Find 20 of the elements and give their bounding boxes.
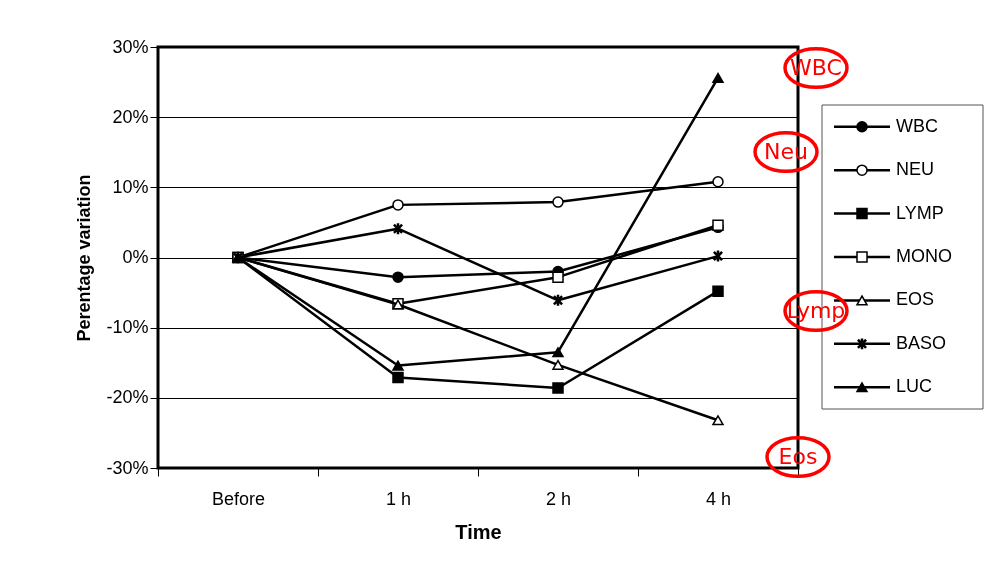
y-tick-label: 30% <box>112 36 149 57</box>
y-tick-label: -10% <box>106 317 149 338</box>
x-tick-label: 1 h <box>385 488 412 509</box>
y-tick-label: 20% <box>112 106 149 127</box>
y-tick-label: -20% <box>106 387 149 408</box>
y-tick-label: -30% <box>106 457 149 478</box>
y-tick-label: 10% <box>112 176 149 197</box>
legend-label: MONO <box>896 246 952 266</box>
legend-label: EOS <box>896 289 935 310</box>
y-tick-label: 0% <box>122 247 149 267</box>
legend-label: NEU <box>896 159 935 180</box>
x-tick-label: 4 h <box>705 488 732 509</box>
x-axis-title: Time <box>455 520 502 543</box>
x-tick-label: 2 h <box>545 488 572 509</box>
legend-label: BASO <box>896 332 947 353</box>
legend-label: LYMP <box>896 202 944 223</box>
y-axis-title: Perentage variation <box>74 174 95 342</box>
legend-label: LUC <box>896 376 933 397</box>
legend-label: WBC <box>896 115 938 136</box>
x-tick-label: Before <box>211 488 266 509</box>
